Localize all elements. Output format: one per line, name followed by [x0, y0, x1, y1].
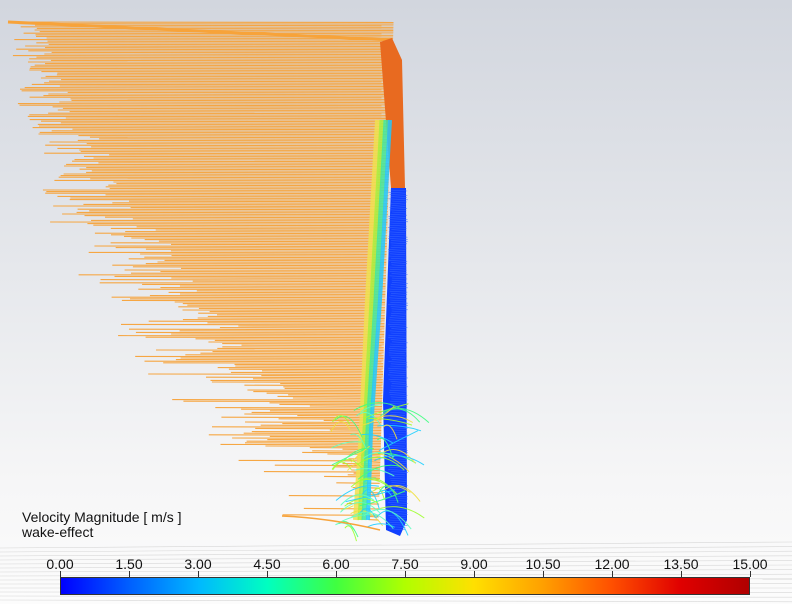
colorbar-tick-mark [750, 571, 751, 577]
colorbar-tick-mark [198, 571, 199, 577]
colorbar-tick-label: 4.50 [253, 556, 281, 572]
colorbar-tick-label: 10.50 [525, 556, 561, 572]
legend-title: Velocity Magnitude [ m/s ] [22, 509, 182, 525]
boundary-layer-band [357, 119, 385, 521]
colorbar-tick-mark [543, 571, 544, 577]
colorbar-tick-label: 1.50 [115, 556, 143, 572]
boundary-layer-band [361, 119, 389, 521]
colorbar-tick-label: 9.00 [460, 556, 488, 572]
colorbar-tick-mark [612, 571, 613, 577]
colorbar-tick-label: 3.00 [184, 556, 212, 572]
colorbar-tick-labels: 0.00 1.50 3.00 4.50 6.00 7.50 9.00 10.50 12.00 13… [0, 556, 792, 576]
legend-subtitle: wake-effect [22, 524, 94, 540]
colorbar-tick-label: 13.50 [663, 556, 699, 572]
colorbar-tick-mark [474, 571, 475, 577]
bottom-streamline [281, 515, 381, 531]
colorbar-tick-mark [129, 571, 130, 577]
colorbar-tick-mark [405, 571, 406, 577]
colorbar [60, 577, 750, 595]
colorbar-tick-marks [0, 571, 792, 579]
colorbar-tick-label: 15.00 [732, 556, 768, 572]
colorbar-tick-label: 6.00 [322, 556, 350, 572]
colorbar-tick-label: 0.00 [46, 556, 74, 572]
boundary-layer-band [366, 119, 392, 521]
colorbar-tick-mark [681, 571, 682, 577]
colorbar-tick-mark [60, 571, 61, 577]
colorbar-tick-mark [336, 571, 337, 577]
freestream-streamlines [7, 21, 394, 521]
stern-turbulence [330, 402, 430, 542]
colorbar-tick-label: 12.00 [594, 556, 630, 572]
hull-top-region [380, 38, 405, 188]
colorbar-tick-mark [267, 571, 268, 577]
boundary-layer-band [353, 119, 381, 521]
colorbar-tick-label: 7.50 [391, 556, 419, 572]
top-edge-line [7, 20, 393, 42]
